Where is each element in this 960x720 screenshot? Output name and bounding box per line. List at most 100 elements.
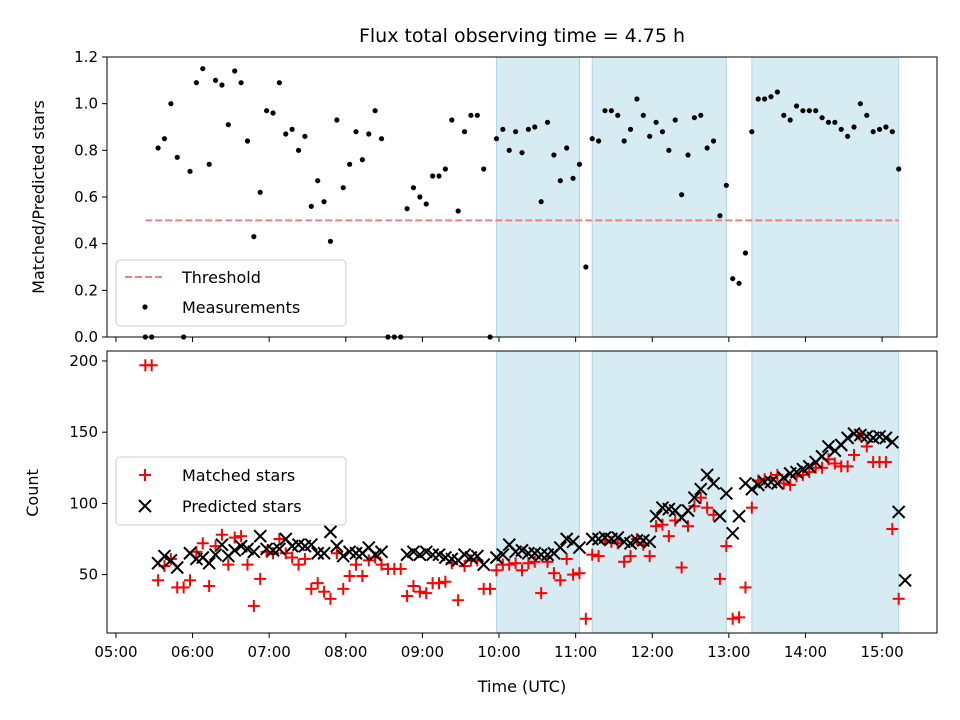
matched-star-point (841, 460, 854, 473)
predicted-star-point (317, 546, 331, 560)
matched-star-point (586, 548, 599, 561)
matched-star-point (247, 599, 260, 612)
measurement-point (698, 112, 704, 118)
measurement-point (723, 182, 729, 188)
matched-star-point (279, 547, 292, 560)
matched-star-point (745, 501, 758, 514)
observing-interval-shade (591, 56, 727, 338)
measurement-point (212, 77, 219, 83)
matched-star-point (624, 550, 637, 563)
measurement-point (500, 126, 506, 132)
matched-star-point (254, 572, 267, 585)
measurement-point (353, 129, 359, 135)
matched-star-point (145, 359, 158, 372)
matched-star-point (215, 528, 228, 541)
matched-star-point (394, 562, 407, 575)
matched-star-point (375, 558, 388, 571)
measurement-point (570, 175, 576, 181)
bottom-legend-frame (115, 456, 347, 526)
predicted-star-point (713, 509, 727, 523)
x-tick-label: 08:00 (324, 643, 367, 661)
top-y-tick-label: 0.4 (74, 235, 98, 253)
measurement-point (889, 129, 895, 135)
measurement-point (264, 108, 270, 114)
predicted-star-point (553, 540, 568, 555)
matched-star-point (816, 461, 829, 474)
predicted-star-point (323, 525, 338, 539)
measurement-point (589, 136, 595, 142)
matched-star-point (362, 554, 375, 567)
matched-star-point (560, 552, 573, 565)
matched-star-point (298, 552, 311, 565)
x-axis-label: Time (UTC) (477, 677, 566, 696)
bottom-y-tick-label: 100 (69, 494, 98, 512)
measurement-point (813, 108, 819, 114)
matched-star-point (547, 567, 560, 580)
predicted-star-point (310, 546, 325, 560)
matched-star-point (350, 558, 362, 571)
measurement-point (851, 124, 857, 130)
predicted-star-point (496, 547, 510, 562)
bottom-y-axis-label: Count (23, 469, 42, 517)
matched-star-point (860, 440, 873, 453)
matched-star-point (305, 582, 318, 595)
top-y-tick-label: 0.8 (74, 141, 98, 159)
measurement-point (787, 117, 793, 123)
measurement-point (193, 80, 199, 86)
measurement-point (845, 133, 851, 139)
predicted-star-point (745, 482, 759, 496)
matched-star-point (528, 555, 541, 568)
measurement-point (781, 112, 787, 118)
measurement-point (155, 145, 161, 151)
measurement-point (219, 82, 225, 88)
measurement-point (187, 168, 193, 174)
matched-star-point (292, 558, 305, 571)
measurement-point (327, 238, 334, 244)
measurement-point (557, 178, 563, 184)
predicted-star-point (732, 509, 746, 523)
predicted-star-point (706, 476, 721, 491)
measurement-point (168, 101, 174, 107)
measurement-point (308, 203, 314, 209)
measurement-point (206, 161, 212, 167)
matched-star-point (509, 557, 522, 570)
matched-star-point (777, 477, 790, 490)
matched-star-point (503, 558, 516, 571)
matched-star-point (656, 518, 669, 531)
measurement-point (685, 152, 691, 158)
predicted-star-point (157, 549, 172, 563)
predicted-star-point (757, 475, 772, 489)
measurement-point (672, 117, 678, 123)
measurement-point (634, 96, 640, 102)
measurement-point (449, 117, 455, 123)
predicted-star-point (572, 540, 587, 555)
measurement-point (174, 154, 180, 160)
matched-star-point (413, 585, 426, 598)
legend-threshold-label: Threshold (181, 268, 261, 287)
matched-star-point (701, 501, 714, 514)
predicted-star-point (425, 547, 440, 562)
predicted-star-point (802, 459, 817, 474)
matched-star-point (356, 570, 369, 583)
matched-star-point (592, 550, 605, 563)
matched-star-point (177, 581, 190, 594)
x-tick-label: 06:00 (171, 643, 214, 661)
matched-star-point (407, 580, 420, 592)
legend-measurements-label: Measurements (182, 298, 300, 317)
measurement-point (793, 103, 800, 109)
predicted-star-point (202, 556, 216, 570)
predicted-star-point (534, 547, 548, 562)
legend-predicted-label: Predicted stars (182, 497, 302, 516)
predicted-star-point (585, 532, 599, 546)
measurement-point (576, 161, 583, 167)
matched-star-point (452, 594, 465, 607)
measurement-point (493, 136, 500, 142)
measurement-point (583, 264, 589, 270)
predicted-star-point (815, 449, 829, 464)
predicted-star-point (272, 542, 287, 556)
measurement-point (232, 68, 238, 74)
matched-star-point (733, 611, 746, 624)
measurement-point (283, 131, 289, 137)
legend-predicted-swatch (138, 499, 152, 513)
